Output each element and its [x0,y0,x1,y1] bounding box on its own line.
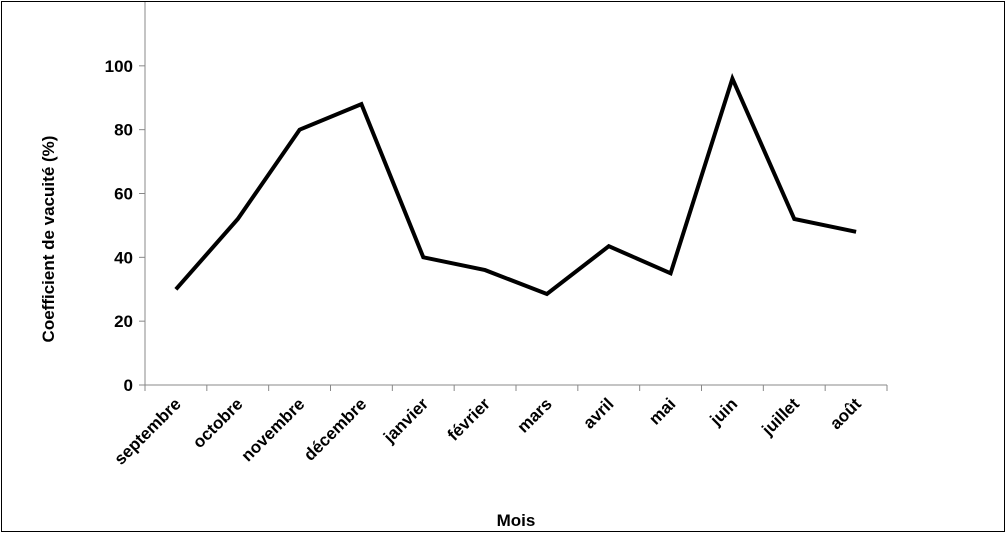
x-tick-label: mars [514,394,556,436]
y-tick-label: 0 [124,376,133,395]
series-line [174,72,857,297]
x-tick-label: mai [645,394,679,428]
x-tick-label: juillet [758,394,804,440]
y-tick-label: 80 [114,121,133,140]
y-tick-label: 40 [114,248,133,267]
x-tick-label: juin [706,394,742,430]
y-axis: 0 20 40 60 80 100 [105,2,146,395]
y-tick-label: 100 [105,57,133,76]
x-tick-label: octobre [189,394,247,452]
x-tick-label: janvier [379,394,432,447]
x-tick-label: février [444,394,494,444]
y-tick-label: 20 [114,312,133,331]
y-axis-title: Coefficient de vacuité (%) [39,136,58,343]
x-tick-label: septembre [111,394,185,468]
x-tick-label: avril [579,394,617,432]
x-tick-label: août [826,394,865,433]
x-axis-title: Mois [497,511,536,530]
y-tick-label: 60 [114,185,133,204]
x-tick-label: décembre [300,394,370,464]
x-tick-label: novembre [238,394,309,465]
series [174,72,857,297]
